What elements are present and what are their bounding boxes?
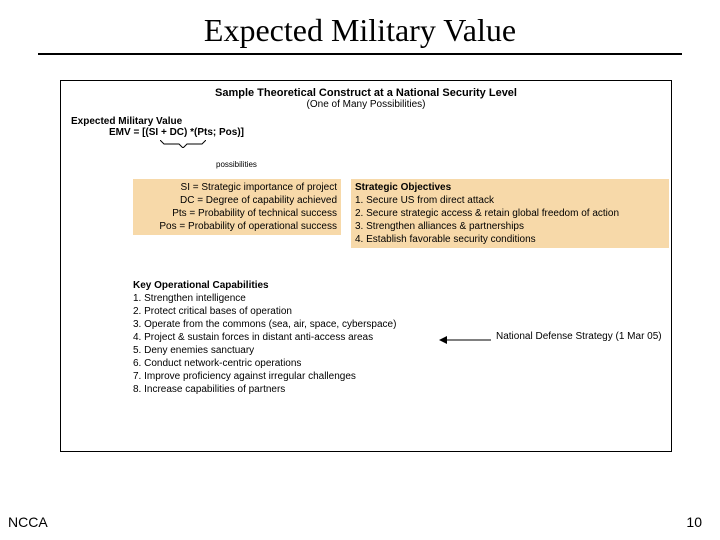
cap-1: 1. Strengthen intelligence (133, 292, 423, 305)
cap-8: 8. Increase capabilities of partners (133, 383, 423, 396)
page-title: Expected Military Value (204, 12, 516, 49)
emv-formula: EMV = [(SI + DC) *(Pts; Pos)] (109, 127, 671, 138)
title-underline (38, 53, 682, 55)
def-pts: Pts = Probability of technical success (137, 207, 337, 220)
definitions-box: SI = Strategic importance of project DC … (133, 179, 341, 235)
objective-2: 2. Secure strategic access & retain glob… (355, 207, 665, 220)
objective-1: 1. Secure US from direct attack (355, 194, 665, 207)
cap-6: 6. Conduct network-centric operations (133, 357, 423, 370)
capabilities-head: Key Operational Capabilities (133, 279, 423, 292)
objective-3: 3. Strengthen alliances & partnerships (355, 220, 665, 233)
sample-subheader: (One of Many Possibilities) (61, 99, 671, 110)
brace-icon (160, 140, 671, 148)
def-pos: Pos = Probability of operational success (137, 220, 337, 233)
objective-4: 4. Establish favorable security conditio… (355, 233, 665, 246)
footer-org: NCCA (8, 514, 48, 530)
cap-4: 4. Project & sustain forces in distant a… (133, 331, 423, 344)
objectives-head: Strategic Objectives (355, 181, 665, 194)
objectives-box: Strategic Objectives 1. Secure US from d… (351, 179, 669, 248)
sample-header: Sample Theoretical Construct at a Nation… (61, 87, 671, 99)
cap-3: 3. Operate from the commons (sea, air, s… (133, 318, 423, 331)
capabilities-box: Key Operational Capabilities 1. Strength… (133, 279, 423, 396)
emv-heading: Expected Military Value (71, 116, 671, 127)
def-si: SI = Strategic importance of project (137, 181, 337, 194)
nds-reference: National Defense Strategy (1 Mar 05) (496, 331, 662, 342)
cap-2: 2. Protect critical bases of operation (133, 305, 423, 318)
def-dc: DC = Degree of capability achieved (137, 194, 337, 207)
cap-5: 5. Deny enemies sanctuary (133, 344, 423, 357)
possibilities-label: possibilities (216, 160, 671, 169)
cap-7: 7. Improve proficiency against irregular… (133, 370, 423, 383)
page-number: 10 (686, 514, 702, 530)
content-frame: Sample Theoretical Construct at a Nation… (60, 80, 672, 452)
arrow-icon (439, 334, 491, 346)
